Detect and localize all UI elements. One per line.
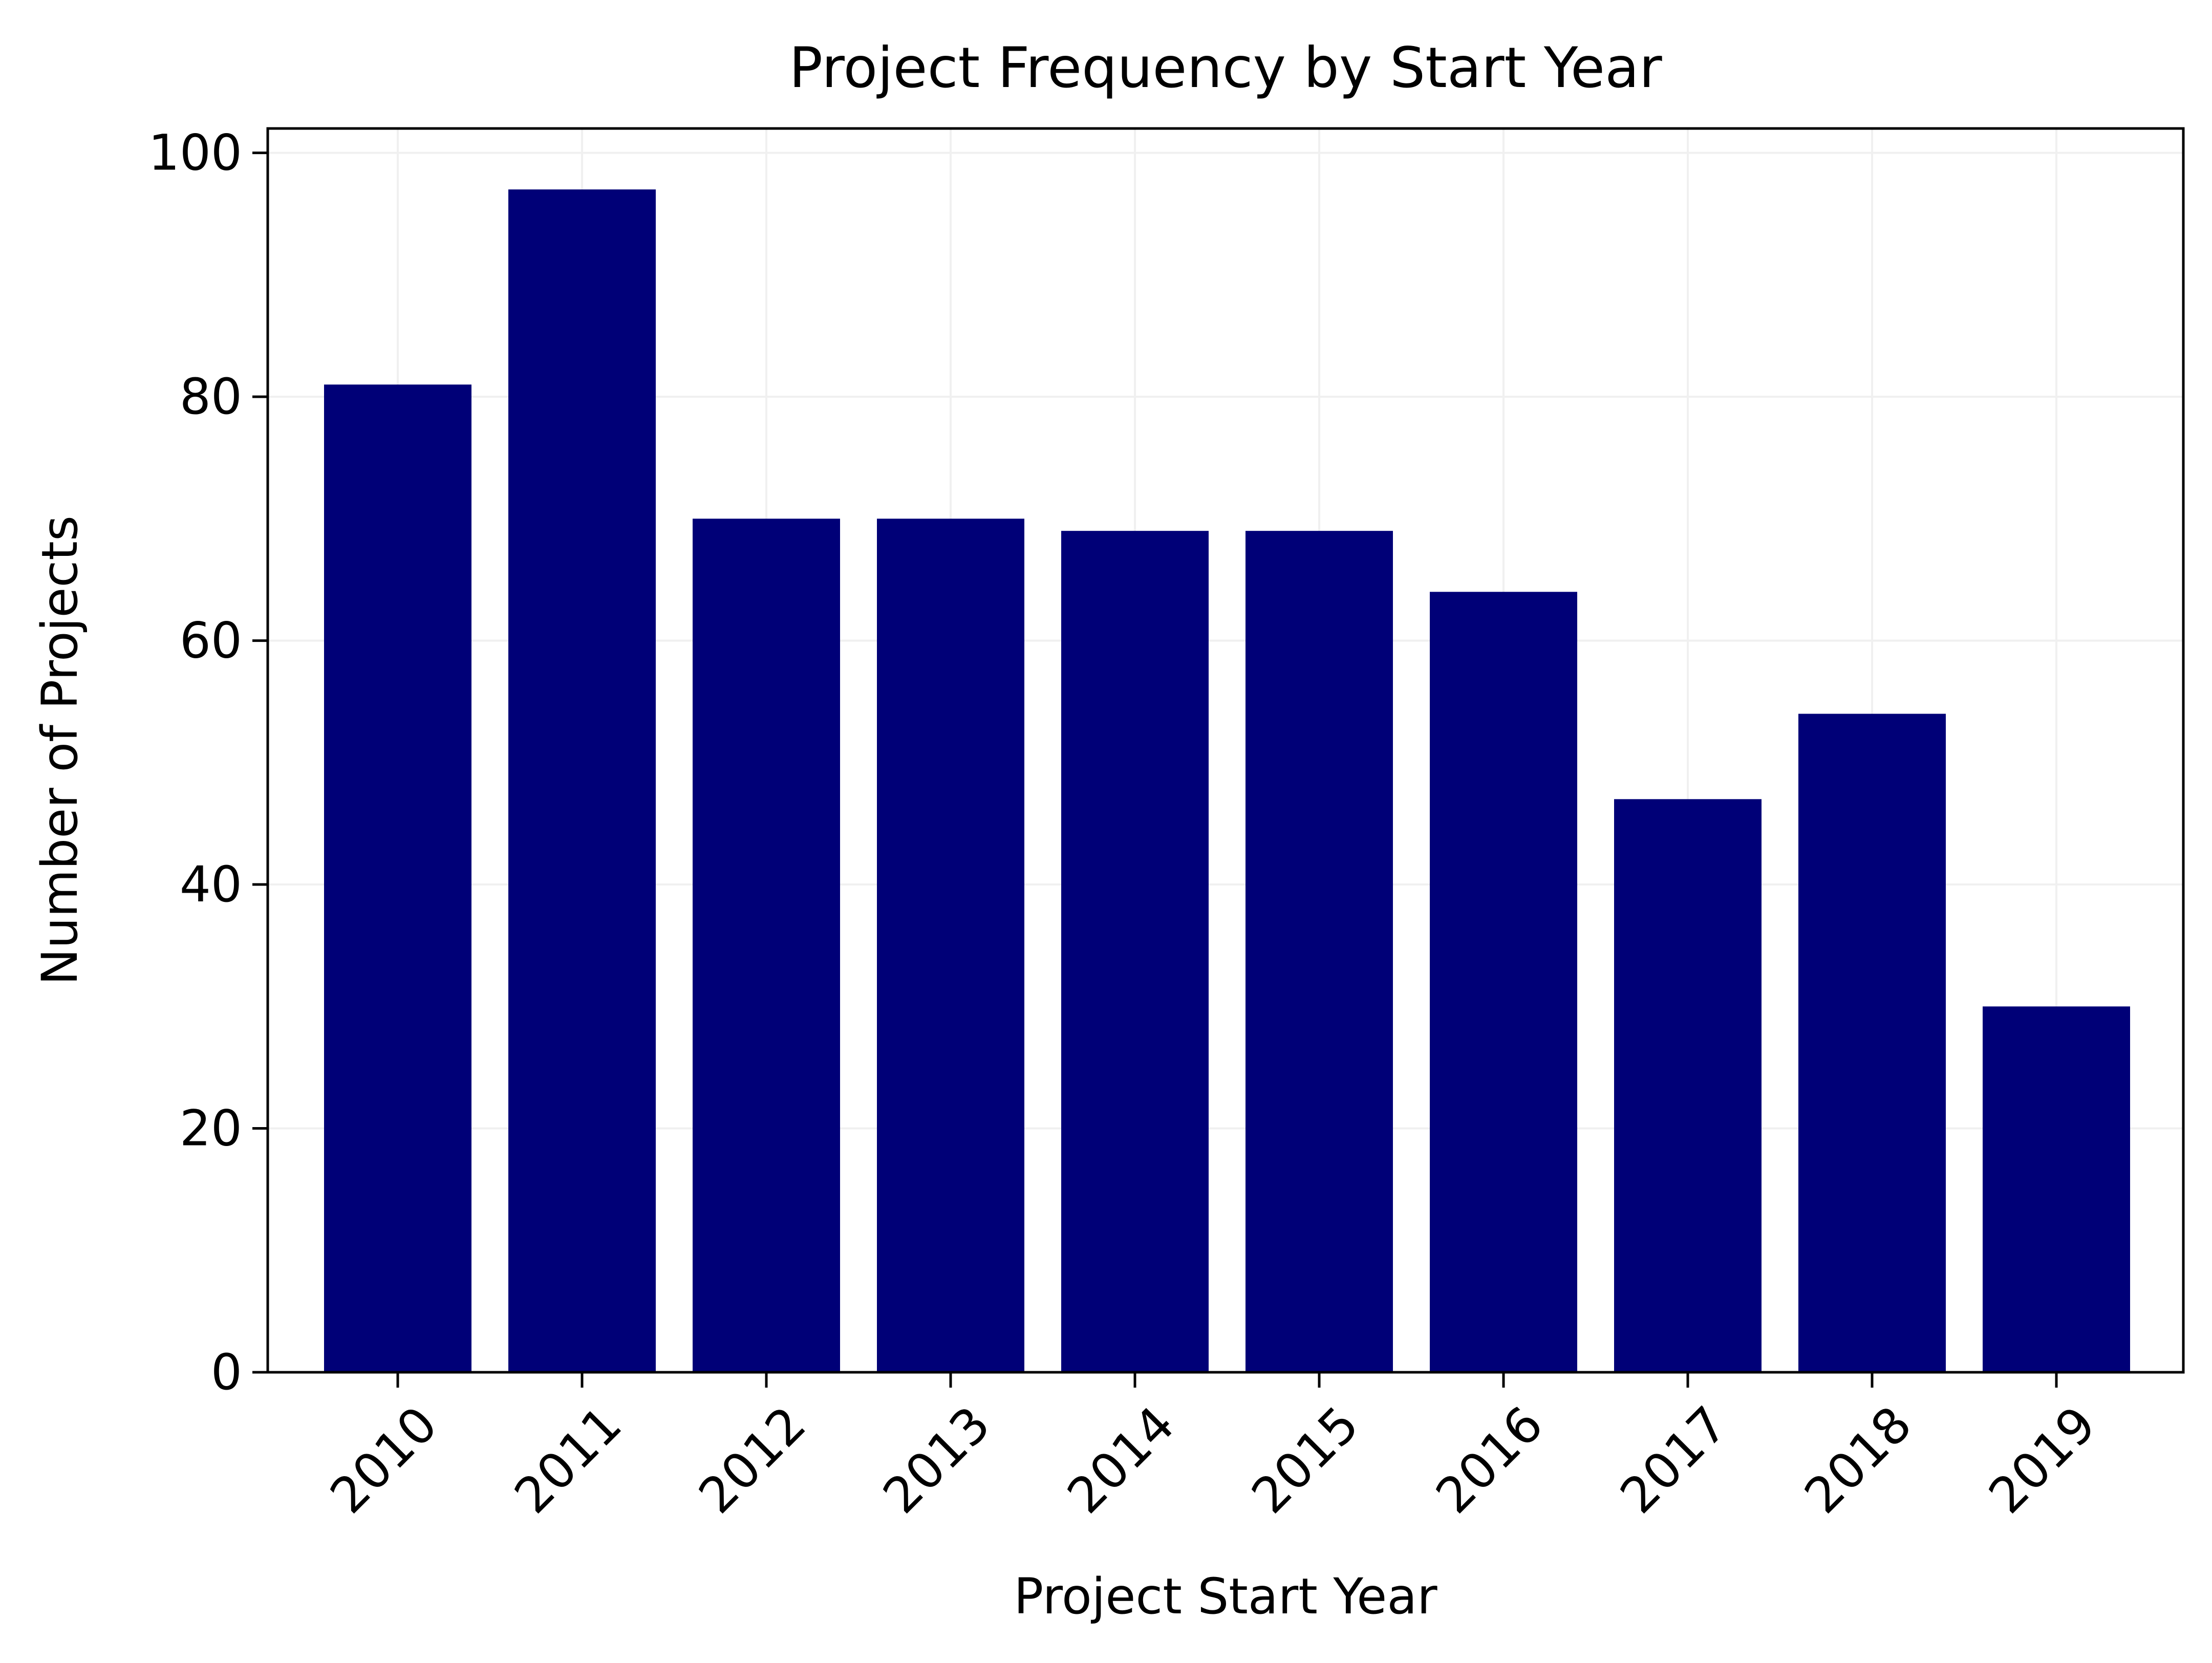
y-tick-label: 80 <box>180 368 242 425</box>
bar-2015 <box>1245 531 1393 1372</box>
bar-2010 <box>324 384 471 1372</box>
bars <box>324 189 2130 1372</box>
y-tick-label: 0 <box>211 1344 242 1401</box>
y-tick-label: 20 <box>180 1100 242 1157</box>
bar-2016 <box>1430 592 1577 1372</box>
x-axis-label: Project Start Year <box>1014 1568 1437 1625</box>
bar-2017 <box>1614 799 1762 1372</box>
bar-2013 <box>877 519 1024 1372</box>
bar-2011 <box>508 189 656 1372</box>
bar-2014 <box>1061 531 1209 1372</box>
plot-frame <box>266 127 2185 1374</box>
bar-2018 <box>1798 714 1946 1372</box>
bar-2012 <box>693 519 840 1372</box>
y-tick-label: 100 <box>148 124 242 182</box>
y-tick-label: 60 <box>180 612 242 669</box>
y-axis-ticks: 0 20 40 60 80 100 <box>148 124 268 1401</box>
y-tick-label: 40 <box>180 856 242 913</box>
chart-title: Project Frequency by Start Year <box>789 35 1662 100</box>
y-axis-label: Number of Projects <box>31 515 89 985</box>
bar-2019 <box>1983 1006 2130 1372</box>
